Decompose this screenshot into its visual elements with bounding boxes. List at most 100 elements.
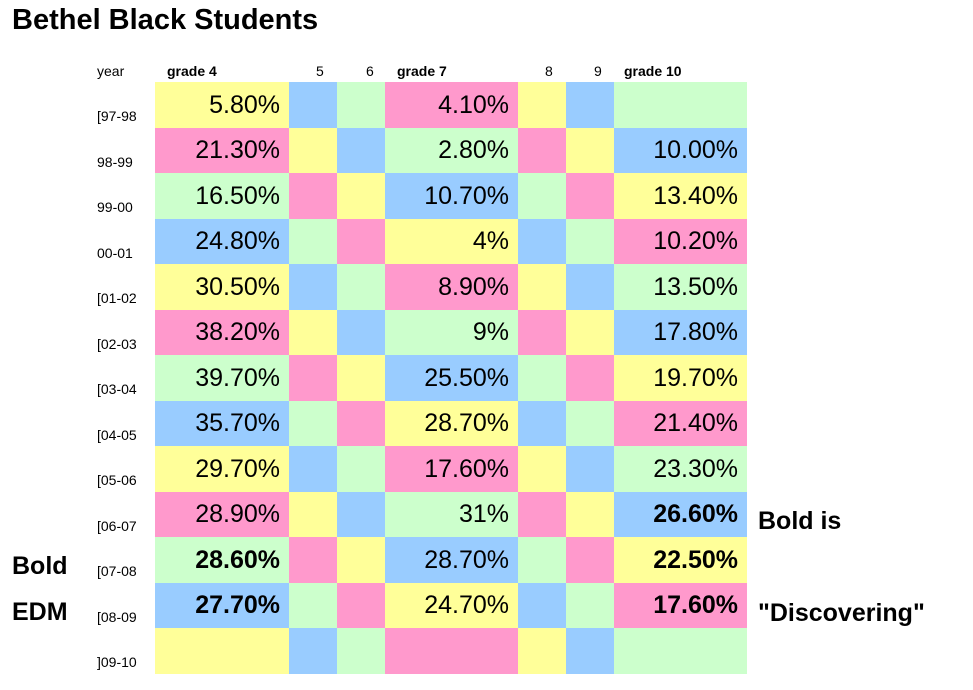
cell-g10: 19.70% <box>614 355 747 401</box>
color-cell <box>566 309 614 356</box>
color-cell <box>289 628 337 674</box>
cell-g7: 8.90% <box>385 264 518 310</box>
color-cell <box>518 218 566 265</box>
color-cell <box>289 355 337 401</box>
color-cell <box>518 491 566 538</box>
side-note-discovering: "Discovering" <box>758 599 925 627</box>
color-cell <box>289 127 337 174</box>
cell-g10: 17.60% <box>614 582 747 629</box>
color-cell <box>337 355 385 401</box>
year-label: [07-08 <box>97 563 137 579</box>
cell-g10: 17.80% <box>614 309 747 356</box>
year-label: 98-99 <box>97 153 133 170</box>
cell-g4 <box>155 628 289 674</box>
color-cell <box>289 173 337 219</box>
color-cell <box>337 582 385 629</box>
color-cell <box>518 628 566 674</box>
cell-g10: 26.60% <box>614 491 747 538</box>
color-cell <box>289 537 337 583</box>
year-label: 00-01 <box>97 244 133 261</box>
cell-g4: 28.60% <box>155 537 289 583</box>
color-cell <box>566 628 614 674</box>
color-cell <box>337 82 385 128</box>
year-label: [02-03 <box>97 335 137 352</box>
color-cell <box>518 82 566 128</box>
cell-g7: 31% <box>385 491 518 538</box>
color-cell <box>289 309 337 356</box>
cell-g4: 38.20% <box>155 309 289 356</box>
header-grade-7: grade 7 <box>397 63 447 79</box>
side-note-edm: EDM <box>12 598 68 626</box>
color-cell <box>518 127 566 174</box>
cell-g7: 4.10% <box>385 82 518 128</box>
cell-g7: 28.70% <box>385 537 518 583</box>
color-cell <box>566 537 614 583</box>
color-cell <box>337 173 385 219</box>
cell-g7: 24.70% <box>385 582 518 629</box>
cell-g10 <box>614 82 747 128</box>
color-cell <box>518 446 566 492</box>
cell-g10: 13.40% <box>614 173 747 219</box>
header-year: year <box>97 63 125 79</box>
cell-g4: 39.70% <box>155 355 289 401</box>
cell-g10: 22.50% <box>614 537 747 583</box>
side-note-bold: Bold <box>12 552 68 580</box>
cell-g4: 27.70% <box>155 582 289 629</box>
color-cell <box>289 491 337 538</box>
column-headers: year grade 4 5 6 grade 7 8 9 grade 10 <box>0 63 760 83</box>
cell-g10: 23.30% <box>614 446 747 492</box>
cell-g10: 13.50% <box>614 264 747 310</box>
side-note-bold-is: Bold is <box>758 507 842 535</box>
color-cell <box>566 127 614 174</box>
color-cell <box>289 218 337 265</box>
cell-g4: 35.70% <box>155 400 289 447</box>
color-cell <box>337 491 385 538</box>
color-cell <box>566 173 614 219</box>
color-cell <box>518 264 566 310</box>
color-cell <box>518 309 566 356</box>
color-cell <box>337 264 385 310</box>
year-label: [01-02 <box>97 290 137 306</box>
cell-g7: 25.50% <box>385 355 518 401</box>
color-cell <box>289 82 337 128</box>
color-cell <box>566 264 614 310</box>
header-grade-4: grade 4 <box>167 63 217 79</box>
color-cell <box>518 355 566 401</box>
color-cell <box>518 173 566 219</box>
color-cell <box>518 537 566 583</box>
color-cell <box>289 400 337 447</box>
year-label: [06-07 <box>97 517 137 534</box>
cell-g4: 30.50% <box>155 264 289 310</box>
cell-g4: 5.80% <box>155 82 289 128</box>
cell-g7: 9% <box>385 309 518 356</box>
color-cell <box>566 82 614 128</box>
year-label: [03-04 <box>97 381 137 397</box>
header-grade-10: grade 10 <box>624 63 682 79</box>
color-cell <box>337 400 385 447</box>
color-cell <box>289 446 337 492</box>
color-cell <box>566 491 614 538</box>
color-cell <box>518 582 566 629</box>
color-cell <box>566 400 614 447</box>
color-cell <box>337 446 385 492</box>
cell-g4: 24.80% <box>155 218 289 265</box>
cell-g7: 4% <box>385 218 518 265</box>
color-cell <box>337 628 385 674</box>
cell-g4: 21.30% <box>155 127 289 174</box>
cell-g7: 2.80% <box>385 127 518 174</box>
cell-g4: 28.90% <box>155 491 289 538</box>
color-cell <box>566 446 614 492</box>
color-cell <box>337 537 385 583</box>
color-cell <box>566 582 614 629</box>
header-grade-6: 6 <box>366 63 374 79</box>
cell-g10: 10.00% <box>614 127 747 174</box>
color-cell <box>566 218 614 265</box>
year-label: [05-06 <box>97 472 137 488</box>
year-label: [08-09 <box>97 608 137 625</box>
year-label: [04-05 <box>97 426 137 443</box>
color-cell <box>289 582 337 629</box>
cell-g10: 21.40% <box>614 400 747 447</box>
header-grade-8: 8 <box>545 63 553 79</box>
year-label: ]09-10 <box>97 654 137 670</box>
cell-g7 <box>385 628 518 674</box>
